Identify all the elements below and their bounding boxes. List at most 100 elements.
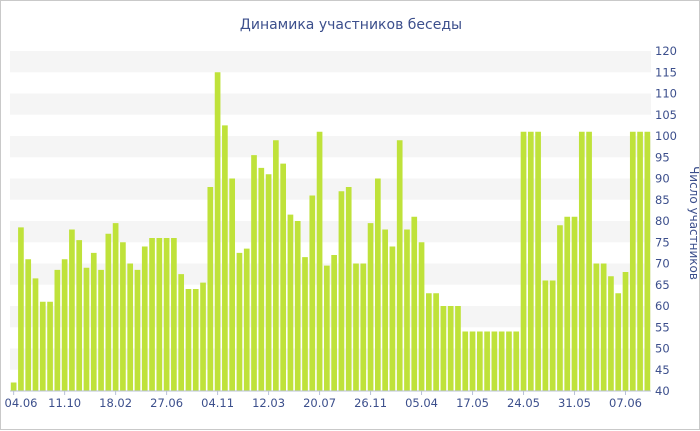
bar <box>338 191 345 391</box>
bar <box>433 293 439 391</box>
bar <box>535 131 541 391</box>
bar <box>571 216 578 391</box>
bar <box>236 252 243 391</box>
bar <box>608 276 614 391</box>
bar <box>105 233 112 391</box>
bar <box>112 223 119 391</box>
bar <box>491 331 498 391</box>
grid-band <box>10 51 651 73</box>
bar <box>280 163 286 391</box>
y-axis-ticks: 40 45 50 55 60 65 70 75 80 85 90 95 100 105 110 115 120 <box>655 44 677 398</box>
bar <box>382 229 388 391</box>
chart-title: Динамика участников беседы <box>240 17 462 33</box>
bar <box>47 301 53 391</box>
bar <box>134 269 141 391</box>
y-tick-label: 115 <box>655 65 677 79</box>
bar <box>265 174 272 391</box>
bar <box>171 238 177 391</box>
bar <box>69 229 75 391</box>
grid-band <box>10 306 651 328</box>
bar <box>411 216 418 391</box>
x-tick-label: 26.11 <box>354 396 387 410</box>
grid-band <box>10 178 651 200</box>
grid-band <box>10 93 651 115</box>
bar <box>149 238 155 391</box>
bar <box>462 331 469 391</box>
bar <box>404 229 410 391</box>
bar <box>258 167 265 391</box>
y-tick-label: 55 <box>655 320 670 334</box>
grid-band <box>10 221 651 243</box>
bar <box>586 131 592 391</box>
bar <box>484 331 490 391</box>
bar <box>163 238 170 391</box>
x-tick-label: 07.06 <box>609 396 642 410</box>
bar <box>498 331 505 391</box>
x-tick-label: 20.07 <box>303 396 336 410</box>
bar <box>316 131 323 391</box>
bar <box>251 155 257 391</box>
grid-bands <box>10 51 651 370</box>
bar <box>83 267 90 391</box>
bar <box>98 269 104 391</box>
bar <box>32 278 39 391</box>
bar <box>476 331 483 391</box>
x-tick-label: 05.04 <box>405 396 438 410</box>
bar <box>345 187 352 391</box>
bar <box>353 263 359 391</box>
grid-band <box>10 263 651 285</box>
y-tick-label: 70 <box>655 257 670 271</box>
bar <box>644 131 651 391</box>
bar <box>39 301 46 391</box>
bar <box>324 265 330 391</box>
bar <box>243 248 250 391</box>
bar <box>61 259 68 391</box>
bar <box>425 293 432 391</box>
x-tick-label: 18.02 <box>99 396 132 410</box>
bar <box>214 72 221 391</box>
bar <box>375 178 381 391</box>
y-tick-label: 110 <box>655 87 677 101</box>
bar <box>455 306 461 391</box>
bar <box>331 255 337 391</box>
bar <box>360 263 367 391</box>
bar <box>542 280 549 391</box>
bar <box>513 331 520 391</box>
bar <box>200 282 206 391</box>
bar <box>637 131 643 391</box>
x-tick-label: 31.05 <box>558 396 591 410</box>
y-tick-label: 75 <box>655 235 670 249</box>
bar <box>207 187 214 391</box>
x-tick-label: 27.06 <box>150 396 183 410</box>
bar <box>309 195 316 391</box>
bar <box>629 131 636 391</box>
bar <box>549 280 556 391</box>
x-tick-label: 24.05 <box>507 396 540 410</box>
bar <box>185 289 192 391</box>
bar <box>222 125 228 391</box>
y-tick-label: 90 <box>655 172 670 186</box>
bar <box>302 257 308 391</box>
bar <box>294 221 301 391</box>
bar <box>622 272 629 391</box>
y-tick-label: 60 <box>655 299 670 313</box>
y-tick-label: 50 <box>655 342 670 356</box>
bar <box>90 252 97 391</box>
y-tick-label: 100 <box>655 129 677 143</box>
bar <box>18 227 24 391</box>
x-tick-label: 04.11 <box>201 396 234 410</box>
y-tick-label: 65 <box>655 278 670 292</box>
x-tick-label: 04.06 <box>5 396 38 410</box>
bar <box>156 238 163 391</box>
bar <box>120 242 126 391</box>
y-tick-label: 120 <box>655 44 677 58</box>
bar <box>25 259 32 391</box>
bar <box>469 331 476 391</box>
bar <box>389 246 396 391</box>
bar <box>10 382 17 391</box>
bar <box>273 140 279 391</box>
bar <box>178 274 185 391</box>
y-tick-label: 80 <box>655 214 670 228</box>
bar <box>593 263 600 391</box>
